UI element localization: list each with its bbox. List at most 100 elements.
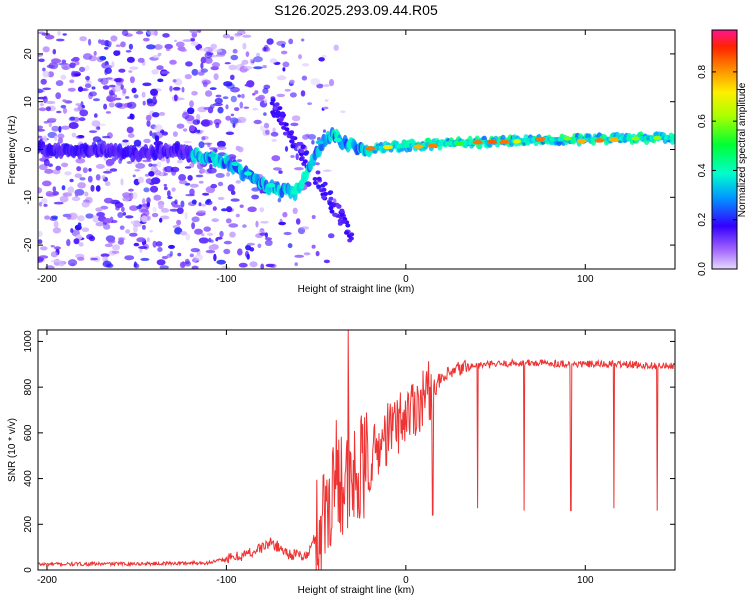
noise-blob	[103, 218, 112, 224]
noise-blob	[38, 107, 47, 112]
noise-blob	[198, 237, 209, 244]
noise-blob	[271, 138, 277, 143]
noise-blob	[171, 187, 176, 192]
noise-blob	[100, 39, 106, 46]
ridge-peak	[290, 190, 299, 195]
y-tick-label: 0	[23, 567, 34, 573]
noise-blob	[328, 79, 335, 87]
noise-blob	[127, 116, 132, 119]
noise-blob	[276, 93, 286, 98]
noise-blob	[169, 85, 173, 92]
noise-blob	[141, 91, 146, 98]
noise-blob	[90, 184, 95, 192]
noise-blob	[140, 257, 150, 261]
noise-blob	[222, 33, 231, 39]
noise-blob	[190, 41, 199, 46]
noise-blob	[144, 173, 150, 177]
noise-blob	[167, 190, 171, 197]
noise-blob	[102, 170, 112, 174]
noise-blob	[225, 104, 229, 110]
noise-blob	[93, 98, 100, 102]
noise-blob	[69, 116, 76, 121]
noise-blob	[184, 212, 188, 220]
noise-blob	[176, 123, 185, 129]
noise-blob	[213, 73, 219, 81]
noise-blob	[281, 43, 285, 48]
noise-blob	[301, 38, 305, 42]
noise-blob	[243, 65, 253, 70]
noise-blob	[191, 222, 196, 230]
noise-blob	[146, 120, 151, 127]
noise-blob	[110, 35, 118, 42]
noise-blob	[242, 42, 247, 50]
noise-blob	[160, 208, 170, 213]
noise-blob	[151, 212, 159, 218]
spectrogram-ridge	[38, 127, 675, 202]
noise-blob	[263, 47, 267, 52]
noise-blob	[149, 182, 155, 186]
x-tick-label: 0	[403, 575, 409, 586]
noise-blob	[57, 137, 64, 144]
noise-blob	[102, 85, 110, 90]
noise-blob	[81, 88, 89, 92]
noise-blob	[191, 216, 200, 223]
noise-blob	[235, 145, 241, 151]
noise-blob	[289, 92, 297, 98]
noise-blob	[158, 111, 166, 116]
ridge-core	[672, 135, 675, 141]
noise-blob	[56, 38, 65, 42]
noise-blob	[283, 231, 292, 236]
noise-blob	[95, 185, 101, 192]
noise-blob	[82, 53, 93, 60]
noise-blob	[177, 46, 186, 52]
noise-blob	[42, 135, 48, 143]
noise-blob	[241, 93, 245, 99]
noise-blob	[146, 237, 150, 242]
noise-blob	[198, 180, 204, 184]
noise-blob	[81, 227, 90, 232]
noise-blob	[302, 159, 308, 164]
noise-blob	[93, 50, 97, 56]
ridge-peak	[243, 171, 252, 176]
noise-blob	[55, 92, 62, 100]
noise-blob	[103, 103, 108, 110]
noise-blob	[181, 86, 185, 93]
noise-blob	[146, 44, 156, 50]
noise-blob	[322, 129, 327, 133]
noise-blob	[253, 56, 263, 63]
noise-blob	[318, 57, 325, 62]
noise-blob	[208, 245, 214, 251]
noise-blob	[136, 205, 142, 210]
noise-blob	[294, 262, 299, 267]
noise-blob	[230, 95, 237, 103]
noise-blob	[205, 90, 213, 97]
noise-blob	[176, 159, 183, 164]
noise-blob	[316, 184, 322, 189]
noise-blob	[185, 61, 193, 67]
noise-blob	[327, 191, 333, 196]
noise-blob	[220, 265, 230, 269]
noise-blob	[262, 65, 267, 69]
noise-blob	[52, 227, 62, 234]
noise-blob	[62, 192, 73, 197]
noise-blob	[242, 224, 247, 228]
noise-blob	[148, 171, 155, 177]
noise-blob	[101, 175, 106, 180]
y-tick-label: 10	[23, 96, 34, 108]
noise-blob	[75, 103, 82, 107]
noise-blob	[234, 107, 240, 112]
noise-blob	[203, 142, 213, 145]
noise-blob	[118, 68, 126, 73]
noise-blob	[321, 187, 327, 192]
noise-blob	[290, 155, 295, 158]
noise-blob	[207, 167, 217, 174]
noise-blob	[125, 229, 131, 234]
noise-blob	[315, 162, 320, 166]
noise-blob	[156, 65, 164, 71]
noise-blob	[210, 239, 214, 243]
colorbar-label: Normalized spectral amplitude	[737, 82, 748, 217]
noise-blob	[52, 169, 61, 175]
noise-blob	[154, 169, 162, 176]
